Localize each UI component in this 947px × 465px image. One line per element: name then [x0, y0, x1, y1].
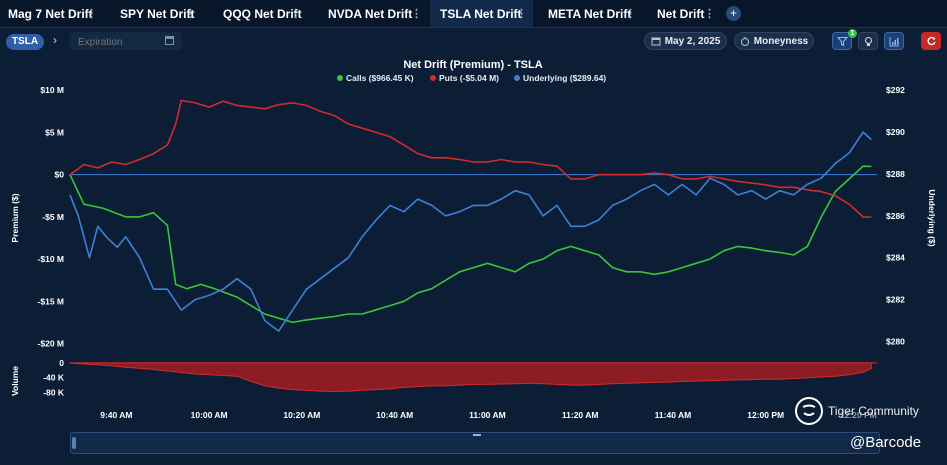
y-axis-label: Premium ($) [10, 193, 20, 242]
x-tick-label: 10:00 AM [191, 410, 228, 420]
tab-tsla-net-drift[interactable]: TSLA Net Drift ⋮ [430, 0, 533, 27]
tab-label: Net Drift [657, 6, 705, 21]
tab-net-drift[interactable]: Net Drift ⋮ [643, 0, 721, 27]
volume-tick-label: 0 [59, 358, 64, 368]
y2-tick-label: $288 [886, 169, 905, 179]
tab-menu-icon[interactable]: ⋮ [625, 8, 636, 20]
y2-tick-label: $280 [886, 337, 905, 347]
tab-spy-net-drift[interactable]: SPY Net Drift ⋮ [104, 0, 202, 27]
tab-bar: Mag 7 Net Drift ⋮ SPY Net Drift ⋮ QQQ Ne… [0, 0, 947, 28]
legend-calls[interactable]: Calls ($966.45 K) [346, 73, 414, 83]
legend: Calls ($966.45 K) Puts (-$5.04 M) Underl… [337, 73, 606, 83]
x-tick-label: 9:40 AM [100, 410, 132, 420]
volume-area [69, 362, 872, 393]
y-tick-label: $10 M [40, 85, 64, 95]
tab-label: TSLA Net Drift [440, 6, 522, 21]
filter-icon [836, 36, 848, 46]
x-tick-label: 10:20 AM [283, 410, 320, 420]
chart-title: Net Drift (Premium) - TSLA [403, 59, 542, 71]
tab-menu-icon[interactable]: ⋮ [516, 8, 527, 20]
highlight-button[interactable] [858, 32, 878, 50]
volume-tick-label: -80 K [43, 388, 65, 398]
x-tick-label: 11:40 AM [655, 410, 692, 420]
expiration-input[interactable] [76, 34, 160, 50]
x-tick-label: 10:40 AM [376, 410, 413, 420]
date-selector[interactable]: May 2, 2025 [644, 32, 727, 50]
y2-tick-label: $290 [886, 127, 905, 137]
tab-label: SPY Net Drift [120, 6, 195, 21]
volume-axis-label: Volume [10, 366, 20, 396]
y-tick-label: $0 [55, 170, 65, 180]
legend-swatch-underlying [514, 75, 520, 81]
tab-label: NVDA Net Drift [328, 6, 413, 21]
tab-meta-net-drift[interactable]: META Net Drift ⋮ [534, 0, 642, 27]
tab-label: Mag 7 Net Drift [8, 6, 93, 21]
y2-tick-label: $282 [886, 295, 905, 305]
y-tick-label: -$5 M [42, 212, 64, 222]
date-label: May 2, 2025 [664, 35, 721, 47]
y2-tick-label: $292 [886, 85, 905, 95]
y2-tick-label: $286 [886, 211, 905, 221]
volume-axis-ticks: 0 -40 K -80 K [43, 358, 65, 398]
y2-axis-ticks: $292 $290 $288 $286 $284 $282 $280 [886, 85, 905, 346]
moneyness-label: Moneyness [753, 35, 809, 47]
y2-axis-label: Underlying ($) [927, 189, 937, 246]
y-tick-label: -$20 M [38, 339, 64, 349]
y-tick-label: $5 M [45, 127, 64, 137]
moneybag-icon [740, 37, 749, 46]
series-lines [69, 99, 872, 332]
ticker-button[interactable]: TSLA [6, 34, 44, 50]
watermark-handle: @Barcode [850, 434, 922, 451]
x-tick-label: 12:00 PM [747, 410, 784, 420]
tab-qqq-net-drift[interactable]: QQQ Net Drift ⋮ [203, 0, 307, 27]
toolbar: TSLA › May 2, 2025 Moneyness 1 [0, 28, 947, 54]
add-tab-button[interactable]: + [726, 6, 741, 21]
chart-type-button[interactable] [884, 32, 904, 50]
legend-puts[interactable]: Puts (-$5.04 M) [439, 73, 499, 83]
navigator-grip-icon[interactable] [473, 434, 481, 436]
tab-label: QQQ Net Drift [223, 6, 302, 21]
tab-nvda-net-drift[interactable]: NVDA Net Drift ⋮ [308, 0, 428, 27]
filter-count-badge: 1 [848, 29, 857, 38]
y2-tick-label: $284 [886, 253, 905, 263]
tab-menu-icon[interactable]: ⋮ [290, 8, 301, 20]
tab-label: META Net Drift [548, 6, 632, 21]
navigator-handle-left[interactable] [72, 437, 76, 449]
x-tick-label: 11:00 AM [469, 410, 506, 420]
refresh-icon [927, 36, 936, 45]
tab-menu-icon[interactable]: ⋮ [411, 8, 422, 20]
expiration-field[interactable] [70, 32, 182, 50]
y-tick-label: -$10 M [38, 254, 64, 264]
calendar-icon [651, 37, 661, 46]
bar-chart-icon [889, 36, 899, 46]
tab-menu-icon[interactable]: ⋮ [185, 8, 196, 20]
y-tick-label: -$15 M [38, 296, 64, 306]
puts-line [69, 99, 872, 218]
range-navigator[interactable] [70, 432, 880, 454]
chevron-right-icon: › [53, 33, 57, 47]
underlying-line [69, 131, 872, 332]
legend-swatch-puts [430, 75, 436, 81]
watermark-community: Tiger Community [828, 404, 919, 418]
tab-menu-icon[interactable]: ⋮ [86, 8, 97, 20]
tab-mag7-net-drift[interactable]: Mag 7 Net Drift ⋮ [0, 0, 103, 27]
x-tick-label: 12:20 PM [840, 410, 877, 420]
y-axis-ticks: $10 M $5 M $0 -$5 M -$10 M -$15 M -$20 M [38, 85, 65, 348]
legend-underlying[interactable]: Underlying ($289.64) [523, 73, 606, 83]
x-axis-ticks: 9:40 AM 10:00 AM 10:20 AM 10:40 AM 11:00 AM 1… [100, 410, 877, 420]
reset-button[interactable] [921, 32, 941, 50]
filter-button[interactable] [832, 32, 852, 50]
lightbulb-icon [864, 36, 872, 46]
tab-menu-icon[interactable]: ⋮ [704, 8, 715, 20]
x-tick-label: 11:20 AM [562, 410, 599, 420]
legend-swatch-calls [337, 75, 343, 81]
volume-tick-label: -40 K [43, 373, 65, 383]
moneyness-selector[interactable]: Moneyness [734, 32, 814, 50]
calls-line [69, 165, 872, 324]
calendar-icon[interactable] [165, 36, 174, 45]
tiger-logo-icon [795, 397, 823, 425]
